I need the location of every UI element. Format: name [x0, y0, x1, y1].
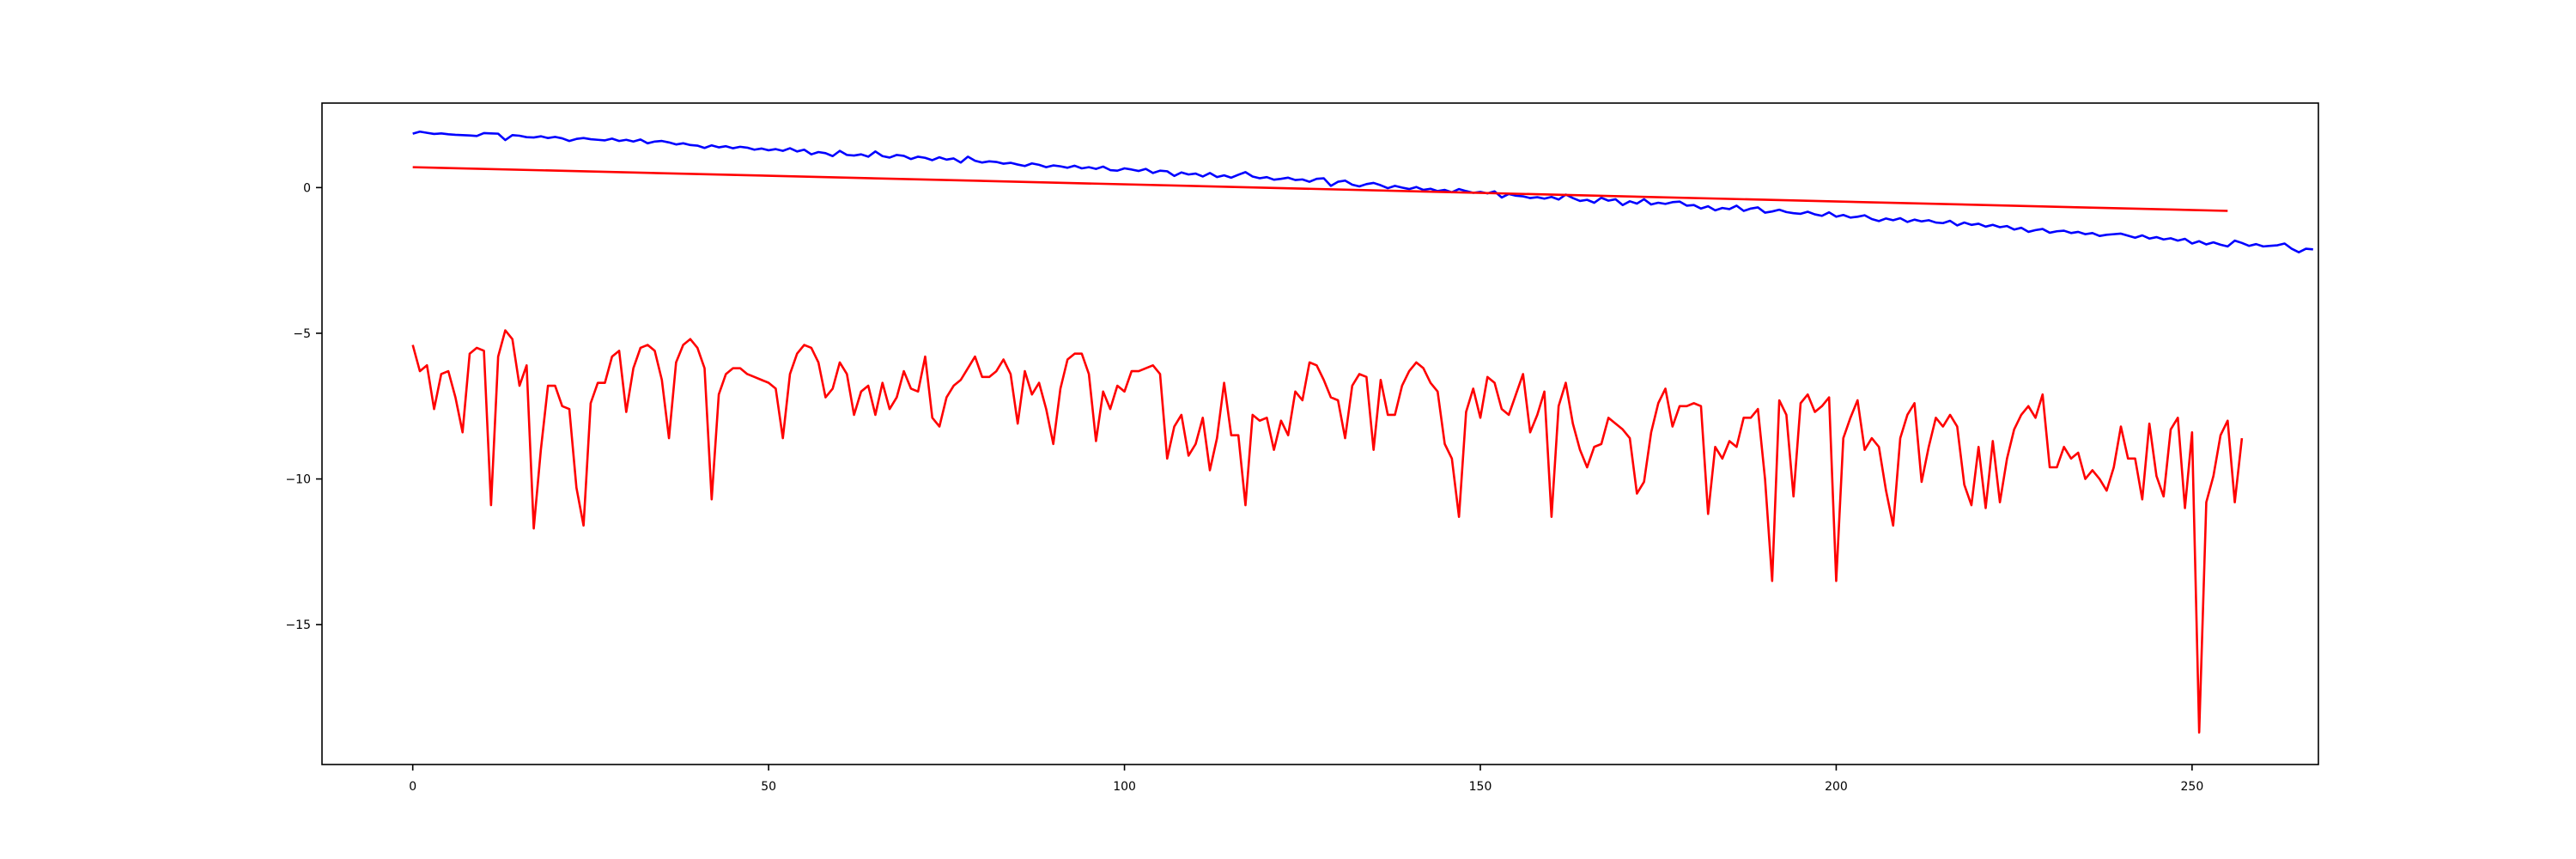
- y-tick-label: 0: [303, 181, 311, 195]
- series-line-2: [411, 329, 2244, 734]
- axes-frame: [321, 102, 2319, 765]
- x-tick-label: 250: [2181, 780, 2204, 794]
- x-tick-label: 100: [1113, 780, 1136, 794]
- x-tick-label: 150: [1469, 780, 1492, 794]
- y-tick-label: −15: [285, 618, 311, 632]
- series-line-1: [412, 166, 2228, 212]
- x-tick-label: 50: [761, 780, 776, 794]
- x-tick-label: 0: [409, 780, 416, 794]
- series-line-0: [412, 130, 2313, 253]
- y-tick-label: −10: [285, 473, 311, 487]
- plot-area: [411, 130, 2313, 734]
- x-axis: 0 50 100 150 200 250: [409, 765, 2203, 794]
- x-tick-label: 200: [1825, 780, 1848, 794]
- y-tick-label: −5: [293, 327, 311, 341]
- y-axis: 0 −5 −10 −15: [285, 181, 322, 632]
